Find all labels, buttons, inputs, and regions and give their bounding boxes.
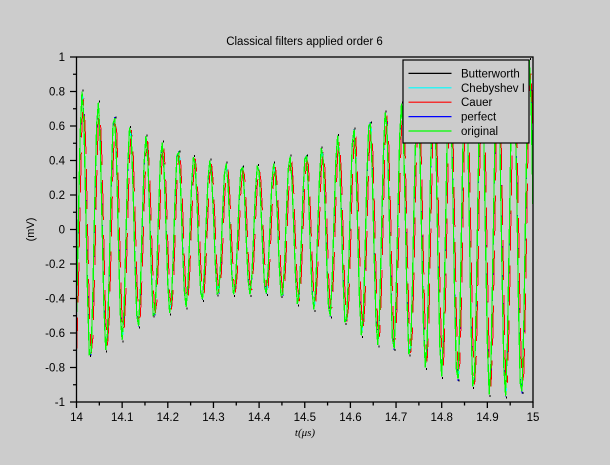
svg-text:14.8: 14.8 xyxy=(431,412,453,424)
svg-text:1: 1 xyxy=(59,52,65,64)
svg-text:-1: -1 xyxy=(55,397,65,409)
svg-text:14.3: 14.3 xyxy=(202,412,224,424)
svg-text:-0.6: -0.6 xyxy=(45,328,65,340)
svg-text:14: 14 xyxy=(70,412,83,424)
svg-text:0.6: 0.6 xyxy=(49,121,65,133)
svg-text:0.2: 0.2 xyxy=(49,190,65,202)
svg-text:Chebyshev I: Chebyshev I xyxy=(461,83,525,95)
svg-text:original: original xyxy=(461,126,498,138)
svg-text:perfect: perfect xyxy=(461,112,497,124)
svg-text:-0.4: -0.4 xyxy=(45,294,65,306)
svg-text:-0.8: -0.8 xyxy=(45,363,65,375)
svg-text:Cauer: Cauer xyxy=(461,97,492,109)
svg-text:14.7: 14.7 xyxy=(385,412,407,424)
svg-text:Classical filters applied orde: Classical filters applied order 6 xyxy=(226,36,383,48)
svg-text:14.4: 14.4 xyxy=(248,412,271,424)
svg-text:14.9: 14.9 xyxy=(476,412,498,424)
svg-text:Butterworth: Butterworth xyxy=(461,68,520,80)
svg-text:0: 0 xyxy=(59,225,65,237)
svg-text:14.5: 14.5 xyxy=(294,412,316,424)
svg-text:15: 15 xyxy=(527,412,540,424)
svg-text:14.2: 14.2 xyxy=(157,412,179,424)
svg-text:0.8: 0.8 xyxy=(49,87,65,99)
svg-text:14.6: 14.6 xyxy=(339,412,361,424)
svg-text:(mV): (mV) xyxy=(25,218,37,242)
svg-text:0.4: 0.4 xyxy=(49,156,66,168)
svg-text:-0.2: -0.2 xyxy=(45,259,65,271)
svg-text:t(μs): t(μs) xyxy=(295,427,316,439)
svg-text:14.1: 14.1 xyxy=(111,412,133,424)
